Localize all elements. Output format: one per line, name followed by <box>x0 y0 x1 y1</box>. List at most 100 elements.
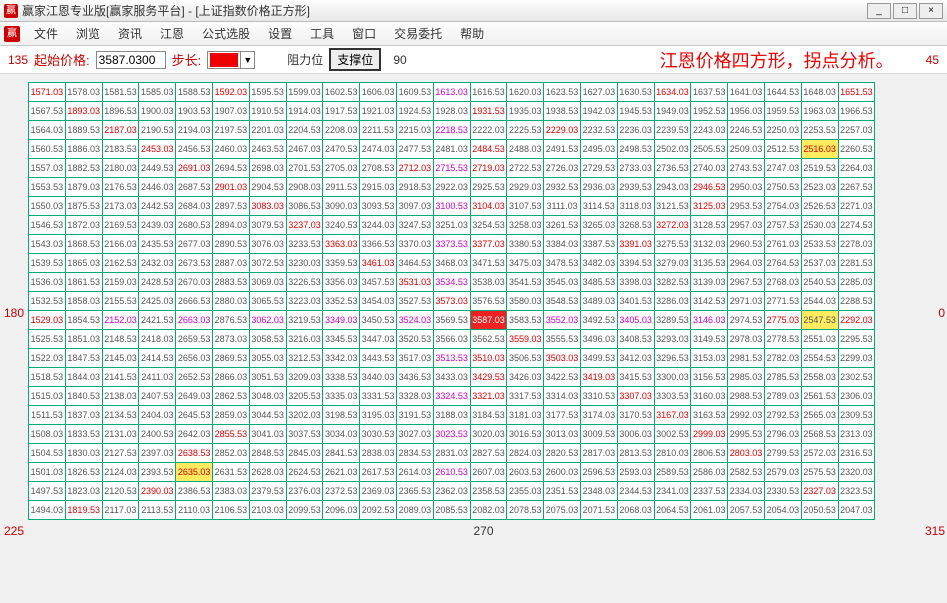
grid-cell: 3079.53 <box>249 216 286 235</box>
grid-cell: 2778.53 <box>764 330 801 349</box>
grid-cell: 1578.03 <box>65 83 102 102</box>
grid-cell: 3552.03 <box>544 311 581 330</box>
menu-item-6[interactable]: 工具 <box>302 23 342 44</box>
menu-item-3[interactable]: 江恩 <box>152 23 192 44</box>
grid-cell: 3457.53 <box>360 273 397 292</box>
grid-cell: 2092.53 <box>360 501 397 520</box>
grid-cell: 1508.03 <box>29 425 66 444</box>
grid-cell: 2894.03 <box>212 216 249 235</box>
grid-cell: 2302.53 <box>838 368 875 387</box>
grid-cell: 3419.03 <box>580 368 617 387</box>
grid-cell: 3317.53 <box>507 387 544 406</box>
grid-cell: 2288.53 <box>838 292 875 311</box>
start-price-input[interactable] <box>96 51 166 69</box>
grid-cell: 1585.03 <box>139 83 176 102</box>
grid-cell: 3443.53 <box>360 349 397 368</box>
grid-cell: 3538.03 <box>470 273 507 292</box>
grid-cell: 3156.53 <box>691 368 728 387</box>
grid-cell: 3555.53 <box>544 330 581 349</box>
menu-item-4[interactable]: 公式选股 <box>194 23 258 44</box>
menu-item-7[interactable]: 窗口 <box>344 23 384 44</box>
grid-cell: 3524.03 <box>396 311 433 330</box>
grid-cell: 2327.03 <box>801 482 838 501</box>
menu-item-5[interactable]: 设置 <box>260 23 300 44</box>
grid-cell: 1529.03 <box>29 311 66 330</box>
grid-cell: 2845.03 <box>286 444 323 463</box>
gann-square-grid: 1571.031578.031581.531585.031588.531592.… <box>28 82 875 520</box>
grid-cell: 2796.03 <box>764 425 801 444</box>
grid-cell: 2442.53 <box>139 197 176 216</box>
grid-cell: 1501.03 <box>29 463 66 482</box>
grid-cell: 2729.53 <box>580 159 617 178</box>
grid-cell: 2491.53 <box>544 140 581 159</box>
grid-cell: 1924.53 <box>396 102 433 121</box>
grid-cell: 2533.53 <box>801 235 838 254</box>
menu-item-8[interactable]: 交易委托 <box>386 23 450 44</box>
grid-cell: 3478.53 <box>544 254 581 273</box>
grid-cell: 3202.03 <box>286 406 323 425</box>
window-titlebar: 赢 赢家江恩专业版[赢家服务平台] - [上证指数价格正方形] _ □ × <box>0 0 947 22</box>
grid-cell: 3223.03 <box>286 292 323 311</box>
grid-cell: 2124.03 <box>102 463 139 482</box>
grid-cell: 2470.53 <box>323 140 360 159</box>
grid-cell: 3027.03 <box>396 425 433 444</box>
maximize-button[interactable]: □ <box>893 3 917 19</box>
grid-cell: 2554.53 <box>801 349 838 368</box>
grid-cell: 2306.03 <box>838 387 875 406</box>
chevron-down-icon[interactable]: ▼ <box>240 52 254 68</box>
support-button[interactable]: 支撑位 <box>329 48 381 71</box>
grid-cell: 1536.03 <box>29 273 66 292</box>
grid-cell: 3023.53 <box>433 425 470 444</box>
grid-cell: 2260.53 <box>838 140 875 159</box>
grid-cell: 1532.53 <box>29 292 66 311</box>
grid-cell: 2575.53 <box>801 463 838 482</box>
grid-cell: 1882.53 <box>65 159 102 178</box>
grid-cell: 3128.53 <box>691 216 728 235</box>
menu-item-1[interactable]: 浏览 <box>68 23 108 44</box>
grid-cell: 2628.03 <box>249 463 286 482</box>
grid-cell: 2117.03 <box>102 501 139 520</box>
minimize-button[interactable]: _ <box>867 3 891 19</box>
grid-cell: 2551.03 <box>801 330 838 349</box>
menu-item-0[interactable]: 文件 <box>26 23 66 44</box>
grid-cell: 1546.53 <box>29 216 66 235</box>
grid-cell: 3275.53 <box>654 235 691 254</box>
grid-cell: 3090.03 <box>323 197 360 216</box>
grid-cell: 1963.03 <box>801 102 838 121</box>
grid-cell: 2925.53 <box>470 178 507 197</box>
grid-cell: 1900.03 <box>139 102 176 121</box>
grid-cell: 3503.03 <box>544 349 581 368</box>
grid-cell: 3282.53 <box>654 273 691 292</box>
grid-cell: 2806.53 <box>691 444 728 463</box>
grid-cell: 1560.53 <box>29 140 66 159</box>
grid-cell: 1616.53 <box>470 83 507 102</box>
step-select[interactable]: ▼ <box>207 51 255 69</box>
grid-cell: 3562.53 <box>470 330 507 349</box>
grid-cell: 2449.53 <box>139 159 176 178</box>
grid-cell: 3328.03 <box>396 387 433 406</box>
grid-cell: 2110.03 <box>176 501 213 520</box>
corner-tr: 45 <box>926 53 939 67</box>
grid-cell: 2929.03 <box>507 178 544 197</box>
grid-cell: 1966.53 <box>838 102 875 121</box>
menu-item-9[interactable]: 帮助 <box>452 23 492 44</box>
grid-cell: 1613.03 <box>433 83 470 102</box>
menu-item-2[interactable]: 资讯 <box>110 23 150 44</box>
grid-cell: 1543.03 <box>29 235 66 254</box>
grid-cell: 3440.03 <box>360 368 397 387</box>
grid-cell: 2232.53 <box>580 121 617 140</box>
grid-cell: 3097.03 <box>396 197 433 216</box>
grid-cell: 2624.53 <box>286 463 323 482</box>
grid-cell: 1599.03 <box>286 83 323 102</box>
grid-cell: 3450.53 <box>360 311 397 330</box>
grid-cell: 2981.53 <box>728 349 765 368</box>
grid-cell: 2278.03 <box>838 235 875 254</box>
grid-cell: 1844.03 <box>65 368 102 387</box>
grid-cell: 3065.53 <box>249 292 286 311</box>
grid-cell: 3286.03 <box>654 292 691 311</box>
grid-cell: 3433.03 <box>433 368 470 387</box>
close-button[interactable]: × <box>919 3 943 19</box>
grid-cell: 3471.53 <box>470 254 507 273</box>
grid-cell: 2670.03 <box>176 273 213 292</box>
grid-cell: 2341.03 <box>654 482 691 501</box>
